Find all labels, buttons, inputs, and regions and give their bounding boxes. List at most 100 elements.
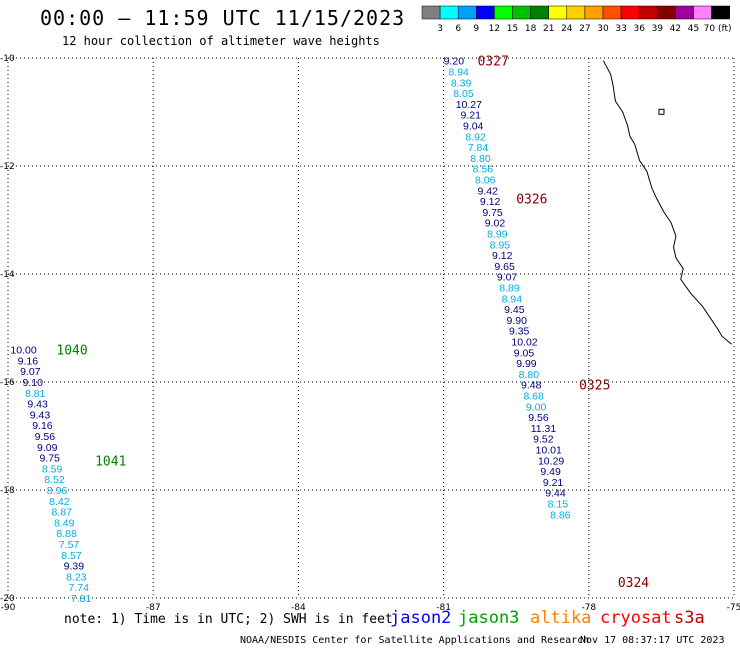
axis-ticks: -90 -87 -84 -81 -78 -75 -10 -12 -14 -16 -18 -20 bbox=[0, 54, 740, 613]
colorbar-label: 27 bbox=[579, 24, 590, 34]
wave-height-label: 8.52 bbox=[44, 474, 65, 486]
wave-height-label: 8.94 bbox=[502, 293, 523, 305]
wave-height-label: 9.43 bbox=[27, 399, 48, 411]
wave-height-label: 9.16 bbox=[32, 420, 53, 432]
wave-height-label: 8.99 bbox=[487, 229, 508, 241]
wave-height-label: 8.49 bbox=[54, 517, 75, 529]
chart-grid bbox=[7, 57, 735, 599]
wave-height-label: 8.86 bbox=[550, 509, 571, 521]
colorbar: 3 6 9 12 15 18 21 24 27 30 33 36 39 42 45 70 (ft) bbox=[421, 5, 732, 34]
wave-height-labels: 9.208.948.398.0510.279.219.048.927.848.8… bbox=[10, 56, 570, 605]
wave-height-label: 10.29 bbox=[538, 455, 564, 467]
wave-height-label: 8.80 bbox=[519, 369, 540, 381]
wave-height-label: 8.56 bbox=[473, 164, 494, 176]
colorbar-swatch bbox=[711, 5, 730, 20]
legend-jason2: jason2 bbox=[390, 608, 452, 628]
wave-height-label: 8.81 bbox=[25, 388, 46, 400]
wave-height-label: 9.12 bbox=[492, 250, 513, 262]
pass-label: 0326 bbox=[516, 192, 547, 207]
x-tick-label: -81 bbox=[436, 603, 451, 613]
wave-height-label: 9.20 bbox=[444, 56, 465, 68]
footer-timestamp: Nov 17 08:37:17 UTC 2023 bbox=[580, 635, 725, 646]
wave-height-label: 9.75 bbox=[39, 453, 60, 465]
wave-height-label: 7.74 bbox=[69, 582, 90, 594]
wave-height-label: 9.07 bbox=[20, 366, 41, 378]
pass-label: 0327 bbox=[477, 55, 508, 70]
wave-height-label: 9.21 bbox=[461, 110, 482, 122]
wave-height-label: 9.52 bbox=[533, 434, 554, 446]
colorbar-label: 30 bbox=[597, 24, 609, 34]
y-tick-label: -18 bbox=[0, 486, 15, 496]
wave-height-label: 9.56 bbox=[35, 431, 56, 443]
wave-height-label: 7.81 bbox=[71, 593, 92, 605]
wave-height-label: 7.84 bbox=[468, 142, 489, 154]
wave-height-label: 8.80 bbox=[470, 153, 491, 165]
wave-height-label: 8.39 bbox=[451, 77, 472, 89]
legend-altika: altika bbox=[530, 608, 592, 628]
y-tick-label: -16 bbox=[0, 378, 15, 388]
wave-height-label: 9.49 bbox=[540, 466, 561, 478]
wave-height-label: 9.16 bbox=[18, 355, 39, 367]
wave-height-label: 10.27 bbox=[456, 99, 482, 111]
wave-height-label: 8.05 bbox=[453, 88, 474, 100]
wave-height-label: 8.95 bbox=[490, 239, 511, 251]
y-tick-label: -10 bbox=[0, 54, 15, 64]
colorbar-label: 45 bbox=[688, 24, 699, 34]
wave-height-label: 9.21 bbox=[543, 477, 564, 489]
wave-height-label: 9.48 bbox=[521, 380, 542, 392]
wave-height-label: 8.42 bbox=[49, 496, 70, 508]
legend-jason3: jason3 bbox=[458, 608, 520, 628]
wave-height-label: 8.68 bbox=[523, 391, 544, 403]
legend-note: note: 1) Time is in UTC; 2) SWH is in fe… bbox=[64, 612, 393, 627]
coastline bbox=[602, 60, 732, 345]
wave-height-label: 9.39 bbox=[64, 561, 85, 573]
wave-height-label: 9.75 bbox=[482, 207, 503, 219]
wave-height-label: 8.89 bbox=[499, 283, 520, 295]
pass-label: 0324 bbox=[618, 576, 649, 591]
colorbar-label: 70 (ft) bbox=[704, 24, 732, 34]
wave-height-label: 9.00 bbox=[526, 401, 547, 413]
footer-credit: NOAA/NESDIS Center for Satellite Applica… bbox=[240, 635, 590, 646]
wave-height-label: 8.94 bbox=[448, 67, 469, 79]
wave-height-label: 9.12 bbox=[480, 196, 501, 208]
wave-height-label: 9.65 bbox=[494, 261, 515, 273]
wave-height-label: 7.57 bbox=[59, 539, 80, 551]
wave-height-label: 9.05 bbox=[514, 347, 535, 359]
wave-height-label: 9.99 bbox=[516, 358, 537, 370]
y-tick-label: -14 bbox=[0, 270, 15, 280]
legend-cryosat: cryosat bbox=[600, 608, 672, 628]
colorbar-label: 42 bbox=[670, 24, 681, 34]
colorbar-label: 18 bbox=[525, 24, 537, 34]
colorbar-label: 6 bbox=[455, 24, 461, 34]
wave-height-label: 9.43 bbox=[30, 409, 51, 421]
colorbar-label: 36 bbox=[633, 24, 645, 34]
wave-height-label: 9.02 bbox=[485, 218, 506, 230]
wave-height-label: 9.10 bbox=[23, 377, 44, 389]
pass-label: 1040 bbox=[56, 344, 87, 359]
wave-height-label: 8.23 bbox=[66, 571, 87, 583]
colorbar-label: 39 bbox=[652, 24, 664, 34]
y-tick-label: -20 bbox=[0, 594, 15, 604]
y-tick-label: -12 bbox=[0, 162, 15, 172]
wave-height-label: 10.00 bbox=[10, 345, 36, 357]
wave-height-label: 8.96 bbox=[47, 485, 68, 497]
wave-height-label: 9.56 bbox=[528, 412, 549, 424]
wave-height-label: 9.09 bbox=[37, 442, 58, 454]
x-tick-label: -84 bbox=[291, 603, 306, 613]
wave-height-label: 8.59 bbox=[42, 463, 63, 475]
wave-height-label: 9.90 bbox=[507, 315, 528, 327]
wave-height-label: 9.04 bbox=[463, 121, 484, 133]
coastline-path bbox=[602, 60, 732, 345]
wave-height-label: 8.92 bbox=[465, 131, 486, 143]
island-outline bbox=[658, 108, 665, 115]
colorbar-label: 15 bbox=[507, 24, 518, 34]
colorbar-label: 21 bbox=[543, 24, 554, 34]
colorbar-label: 24 bbox=[561, 24, 573, 34]
wave-height-label: 8.88 bbox=[56, 528, 77, 540]
wave-height-label: 10.02 bbox=[511, 337, 537, 349]
wave-height-label: 9.42 bbox=[477, 185, 498, 197]
wave-height-label: 8.15 bbox=[548, 499, 569, 511]
pass-label: 1041 bbox=[95, 454, 126, 469]
wave-height-label: 9.44 bbox=[545, 488, 566, 500]
